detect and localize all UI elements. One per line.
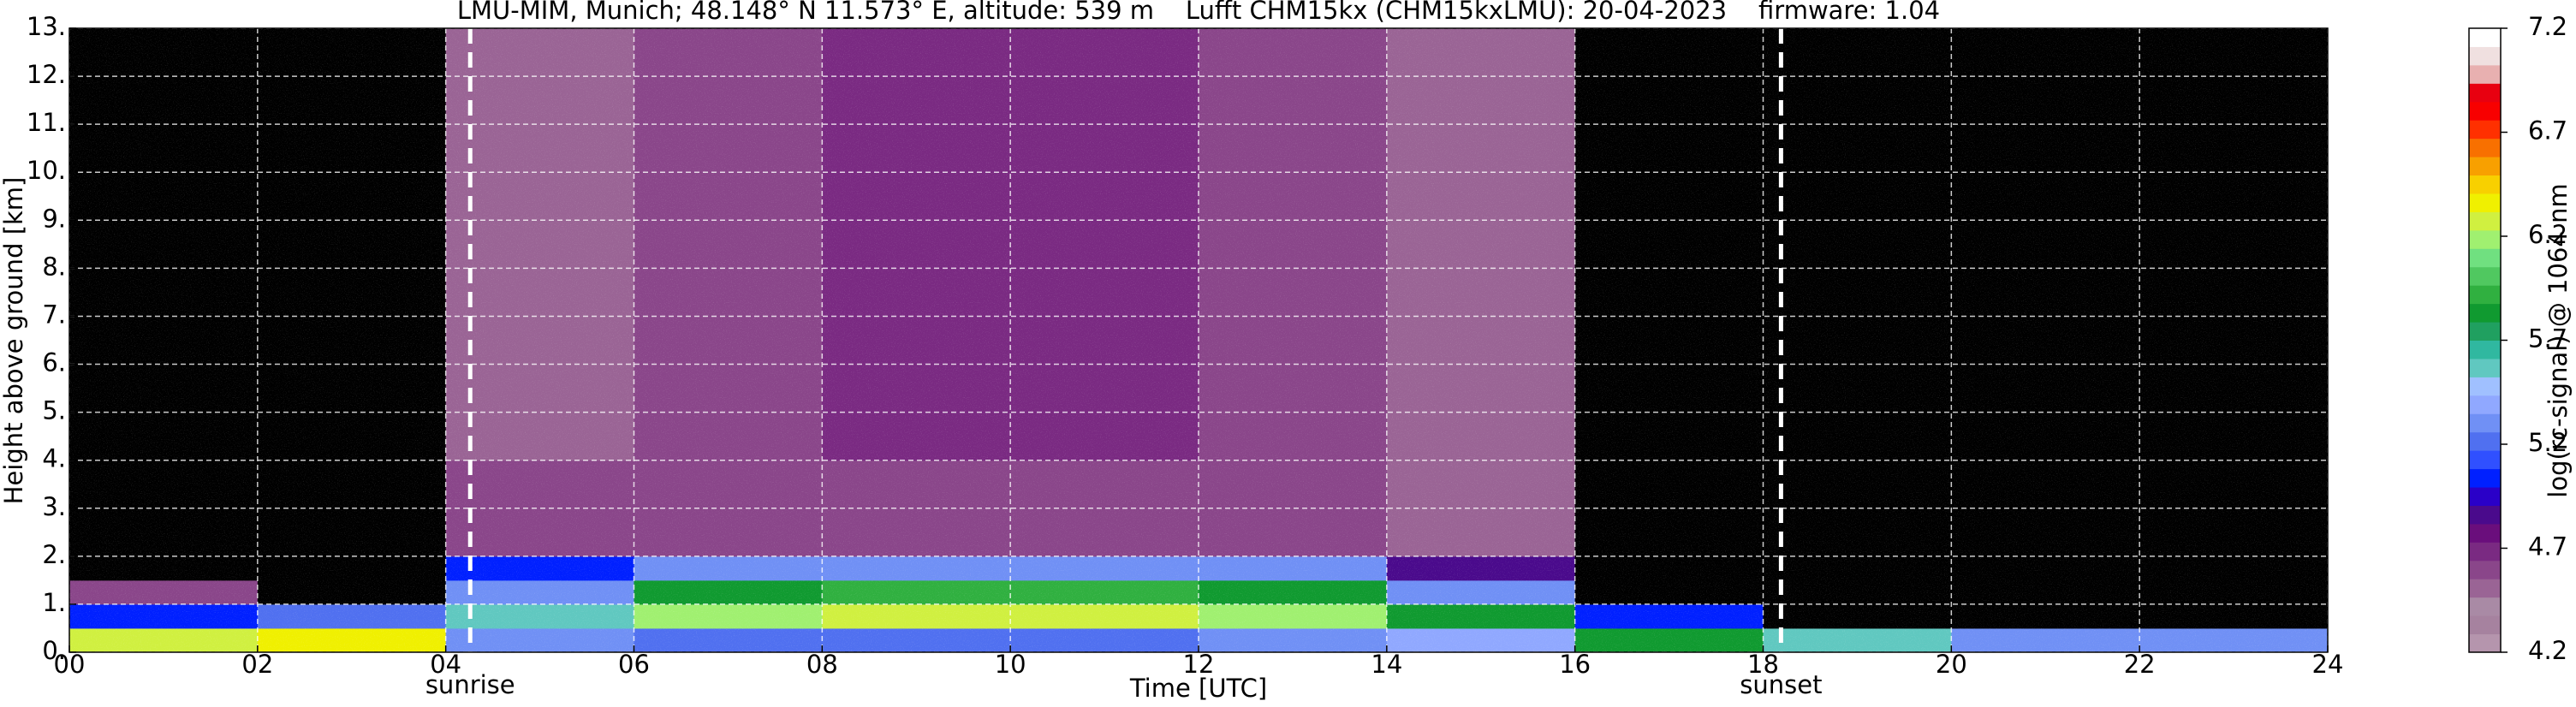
colorbar-swatch [2469, 157, 2501, 176]
colorbar-swatch [2469, 120, 2501, 140]
colorbar-swatch [2469, 303, 2501, 323]
colorbar-tick-label: 5.7 [2528, 324, 2567, 354]
y-axis-label: Height above ground [km] [0, 177, 28, 505]
x-tick-label: 20 [1936, 650, 1967, 679]
colorbar-swatch [2469, 83, 2501, 103]
x-tick-label: 16 [1559, 650, 1591, 679]
colorbar-swatch [2469, 101, 2501, 121]
chart-title: LMU-MIM, Munich; 48.148° N 11.573° E, al… [457, 0, 1940, 25]
x-tick-label: 18 [1747, 650, 1779, 679]
colorbar-swatch [2469, 28, 2501, 47]
colorbar-swatch [2469, 322, 2501, 341]
colorbar-swatch [2469, 175, 2501, 194]
y-tick-label: 10. [27, 156, 66, 185]
x-tick-label: 22 [2124, 650, 2156, 679]
colorbar-tick-label: 5.2 [2528, 428, 2567, 457]
colorbar-swatch [2469, 413, 2501, 433]
colorbar-tick-label: 4.7 [2528, 532, 2567, 561]
colorbar-swatch [2469, 633, 2501, 653]
colorbar-swatch [2469, 560, 2501, 579]
colorbar-swatch [2469, 377, 2501, 396]
plot-frame [68, 27, 2329, 653]
colorbar-tick-label: 7.2 [2528, 12, 2567, 41]
colorbar-tick-label: 6.7 [2528, 116, 2567, 146]
colorbar-swatch [2469, 523, 2501, 543]
colorbar-swatch [2469, 64, 2501, 84]
colorbar-swatch [2469, 138, 2501, 157]
y-tick-label: 2. [42, 540, 66, 569]
colorbar-swatch [2469, 358, 2501, 377]
colorbar-swatch [2469, 285, 2501, 305]
x-axis-label: Time [UTC] [1129, 674, 1267, 703]
colorbar-swatch [2469, 340, 2501, 359]
y-tick-label: 0. [42, 636, 66, 665]
colorbar-swatch [2469, 505, 2501, 525]
x-tick-label: 24 [2312, 650, 2344, 679]
y-tick-label: 6. [42, 348, 66, 377]
y-tick-label: 13. [27, 12, 66, 41]
colorbar-swatch [2469, 395, 2501, 414]
colorbar-swatch [2469, 487, 2501, 506]
y-tick-label: 3. [42, 492, 66, 521]
y-tick-label: 12. [27, 60, 66, 89]
y-tick-label: 8. [42, 252, 66, 281]
colorbar-swatch [2469, 248, 2501, 268]
colorbar-swatch [2469, 542, 2501, 561]
x-tick-label: 04 [430, 650, 461, 679]
colorbar-swatch [2469, 431, 2501, 451]
x-tick-label: 06 [618, 650, 650, 679]
colorbar-swatch [2469, 579, 2501, 598]
colorbar-swatch [2469, 46, 2501, 66]
y-tick-label: 7. [42, 300, 66, 329]
colorbar-swatch [2469, 193, 2501, 212]
colorbar-swatch [2469, 266, 2501, 286]
colorbar-label: log(rc-signal) @ 1064 nm [2543, 183, 2573, 497]
x-tick-label: 10 [995, 650, 1026, 679]
y-tick-label: 9. [42, 204, 66, 233]
y-tick-label: 5. [42, 396, 66, 425]
y-tick-label: 11. [27, 108, 66, 137]
x-tick-label: 00 [54, 650, 86, 679]
y-tick-label: 4. [42, 444, 66, 473]
x-tick-label: 02 [241, 650, 273, 679]
x-tick-label: 08 [806, 650, 838, 679]
x-tick-label: 12 [1183, 650, 1215, 679]
colorbar-swatch [2469, 615, 2501, 635]
colorbar-tick-label: 4.2 [2528, 636, 2567, 665]
y-tick-label: 1. [42, 588, 66, 617]
colorbar-tick-label: 6.2 [2528, 220, 2567, 249]
colorbar-swatch [2469, 229, 2501, 249]
colorbar-swatch [2469, 468, 2501, 488]
colorbar-swatch [2469, 450, 2501, 470]
colorbar-swatch [2469, 597, 2501, 616]
annotation-label: sunset [1740, 670, 1822, 699]
x-tick-label: 14 [1371, 650, 1402, 679]
colorbar-swatch [2469, 211, 2501, 231]
annotation-label: sunrise [425, 670, 515, 699]
overlay: 00 02 04 06 08 10 12 14 16 18 20 22 24 0. 1. 2. 3. 4. 5. 6.… [27, 12, 2567, 699]
